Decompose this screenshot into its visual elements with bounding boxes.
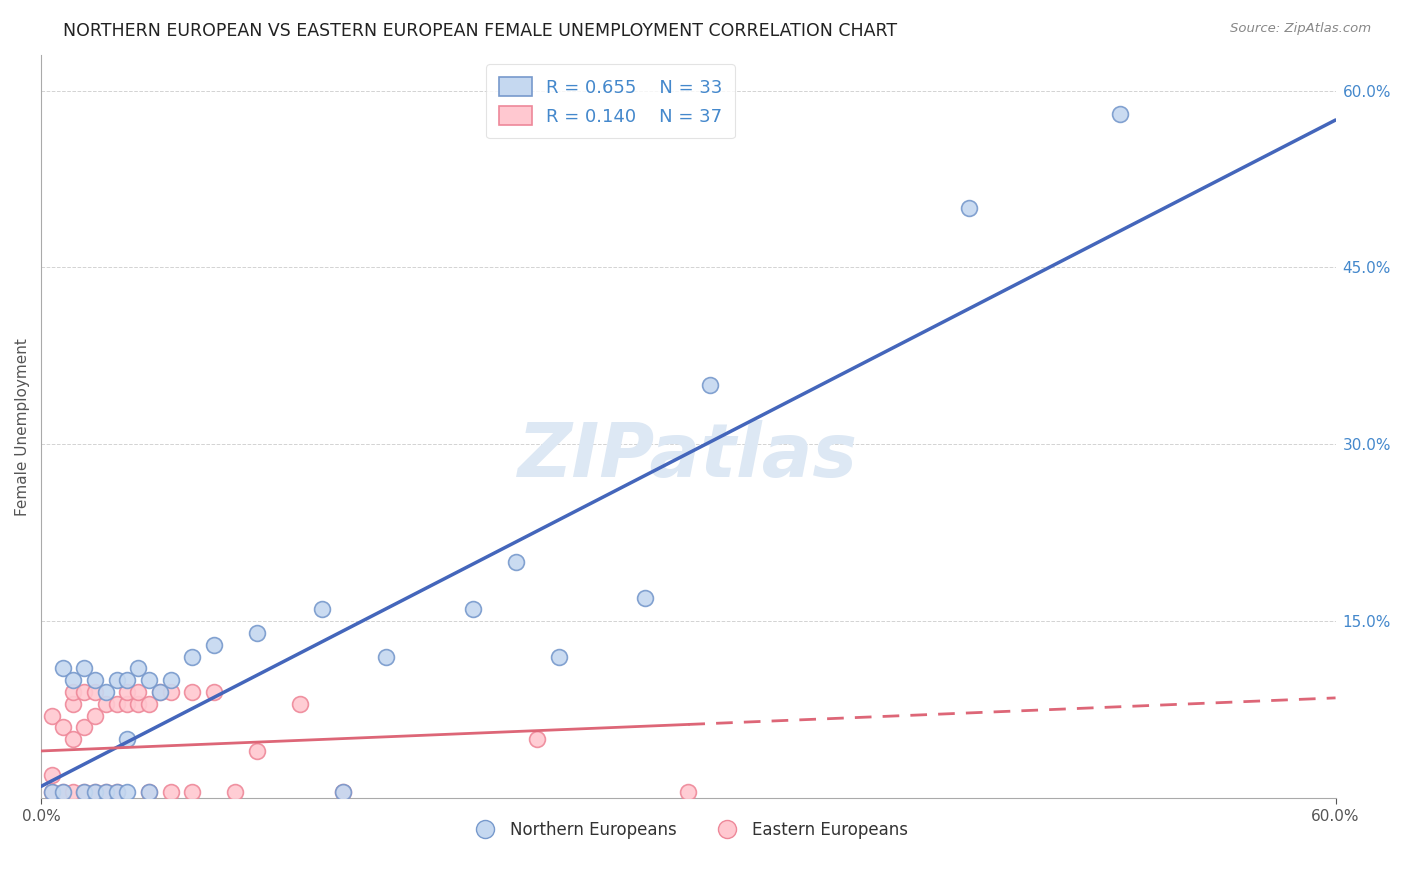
Point: [117, 785, 139, 799]
Point: [84, 673, 107, 688]
Point: [678, 785, 700, 799]
Point: [159, 785, 181, 799]
Point: [288, 697, 311, 711]
Point: [246, 626, 269, 640]
Point: [73, 685, 96, 699]
Y-axis label: Female Unemployment: Female Unemployment: [15, 338, 30, 516]
Point: [62, 785, 84, 799]
Point: [94, 785, 117, 799]
Point: [127, 661, 149, 675]
Point: [311, 602, 333, 616]
Point: [461, 602, 484, 616]
Point: [127, 697, 149, 711]
Point: [138, 697, 160, 711]
Point: [699, 378, 721, 392]
Point: [41, 767, 63, 781]
Point: [62, 685, 84, 699]
Point: [224, 785, 246, 799]
Point: [138, 785, 160, 799]
Point: [375, 649, 398, 664]
Point: [41, 785, 63, 799]
Point: [52, 785, 75, 799]
Point: [52, 785, 75, 799]
Point: [138, 785, 160, 799]
Point: [41, 785, 63, 799]
Point: [105, 673, 128, 688]
Point: [181, 685, 204, 699]
Point: [1108, 107, 1130, 121]
Text: ZIPatlas: ZIPatlas: [519, 420, 858, 493]
Point: [117, 685, 139, 699]
Point: [957, 202, 980, 216]
Point: [246, 744, 269, 758]
Point: [73, 661, 96, 675]
Point: [73, 785, 96, 799]
Point: [105, 785, 128, 799]
Point: [526, 732, 548, 747]
Point: [634, 591, 657, 605]
Point: [149, 685, 172, 699]
Point: [202, 638, 225, 652]
Point: [84, 708, 107, 723]
Point: [94, 785, 117, 799]
Point: [202, 685, 225, 699]
Point: [117, 732, 139, 747]
Point: [117, 673, 139, 688]
Point: [159, 685, 181, 699]
Point: [62, 697, 84, 711]
Point: [105, 697, 128, 711]
Point: [94, 685, 117, 699]
Point: [159, 673, 181, 688]
Point: [52, 661, 75, 675]
Point: [127, 685, 149, 699]
Point: [505, 555, 527, 569]
Point: [62, 673, 84, 688]
Point: [52, 720, 75, 734]
Point: [84, 785, 107, 799]
Point: [138, 673, 160, 688]
Point: [548, 649, 571, 664]
Point: [332, 785, 354, 799]
Point: [94, 697, 117, 711]
Point: [181, 649, 204, 664]
Point: [41, 708, 63, 723]
Legend: Northern Europeans, Eastern Europeans: Northern Europeans, Eastern Europeans: [463, 814, 915, 846]
Point: [84, 785, 107, 799]
Point: [149, 685, 172, 699]
Text: NORTHERN EUROPEAN VS EASTERN EUROPEAN FEMALE UNEMPLOYMENT CORRELATION CHART: NORTHERN EUROPEAN VS EASTERN EUROPEAN FE…: [63, 22, 897, 40]
Point: [332, 785, 354, 799]
Point: [62, 732, 84, 747]
Point: [73, 785, 96, 799]
Point: [117, 697, 139, 711]
Point: [181, 785, 204, 799]
Point: [84, 685, 107, 699]
Point: [73, 720, 96, 734]
Point: [105, 785, 128, 799]
Text: Source: ZipAtlas.com: Source: ZipAtlas.com: [1230, 22, 1371, 36]
